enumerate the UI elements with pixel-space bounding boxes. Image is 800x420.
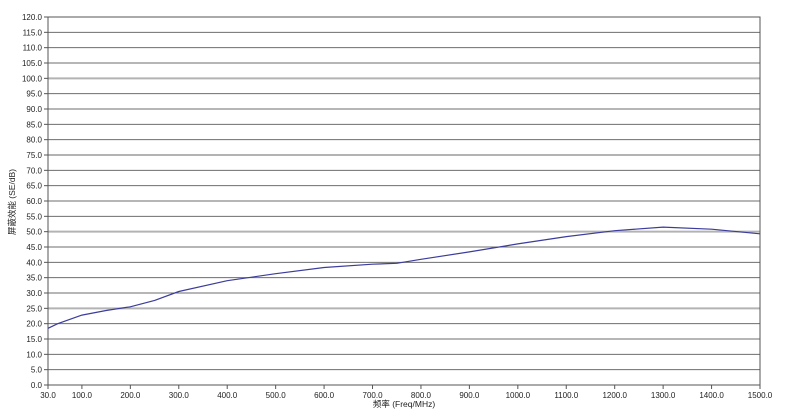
- y-tick-label: 120.0: [22, 13, 43, 22]
- x-tick-label: 1000.0: [506, 391, 531, 400]
- x-tick-label: 900.0: [459, 391, 480, 400]
- se-curve: [47, 226, 761, 329]
- x-tick-label: 1200.0: [602, 391, 627, 400]
- y-tick-label: 80.0: [26, 136, 42, 145]
- plot-frame: [47, 16, 761, 386]
- x-tick-label: 300.0: [169, 391, 190, 400]
- y-tick-label: 10.0: [26, 350, 42, 359]
- y-tick-label: 110.0: [23, 44, 43, 53]
- y-tick-label: 45.0: [26, 243, 42, 252]
- x-tick-label: 800.0: [411, 391, 432, 400]
- x-tick-label: 500.0: [266, 391, 287, 400]
- y-tick-label: 85.0: [26, 120, 42, 129]
- y-tick-label: 90.0: [26, 105, 42, 114]
- y-tick-label: 70.0: [26, 166, 42, 175]
- x-tick-label: 200.0: [120, 391, 141, 400]
- y-tick-label: 40.0: [26, 258, 42, 267]
- x-axis-title: 频率 (Freq/MHz): [372, 399, 436, 409]
- y-tick-label: 50.0: [26, 228, 42, 237]
- x-tick-label: 400.0: [217, 391, 238, 400]
- y-tick-label: 100.0: [22, 74, 43, 83]
- y-tick-label: 5.0: [31, 366, 43, 375]
- x-tick-label: 100.0: [72, 391, 93, 400]
- x-tick-label: 1100.0: [554, 391, 578, 400]
- y-tick-label: 35.0: [26, 274, 42, 283]
- y-axis-title: 屏蔽效能 (SE/dB): [7, 168, 17, 236]
- y-tick-label: 25.0: [26, 304, 42, 313]
- x-tick-label: 30.0: [40, 391, 56, 400]
- y-tick-label: 95.0: [26, 90, 42, 99]
- y-tick-label: 30.0: [26, 289, 42, 298]
- y-tick-label: 75.0: [26, 151, 42, 160]
- x-tick-label: 600.0: [314, 391, 335, 400]
- y-tick-label: 55.0: [26, 212, 42, 221]
- y-tick-label: 65.0: [26, 182, 42, 191]
- x-tick-label: 1500.0: [748, 391, 773, 400]
- y-tick-label: 20.0: [26, 320, 42, 329]
- x-tick-label: 1300.0: [651, 391, 676, 400]
- y-tick-label: 60.0: [26, 197, 42, 206]
- y-tick-label: 115.0: [23, 28, 43, 37]
- x-tick-label: 700.0: [363, 391, 384, 400]
- x-tick-label: 1400.0: [699, 391, 724, 400]
- y-tick-label: 15.0: [26, 335, 42, 344]
- y-tick-label: 0.0: [31, 381, 43, 390]
- y-tick-label: 105.0: [22, 59, 43, 68]
